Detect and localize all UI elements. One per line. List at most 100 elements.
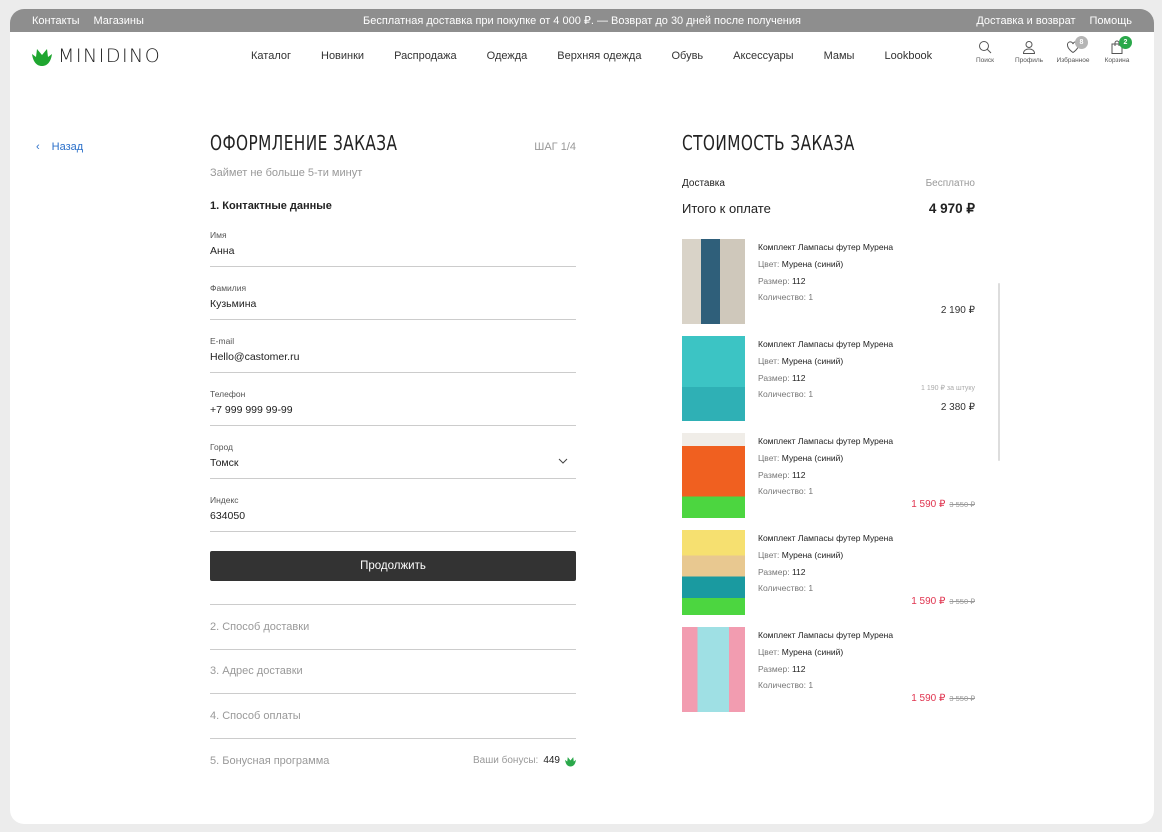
summary-title: СТОИМОСТЬ ЗАКАЗА — [682, 131, 855, 155]
section-delivery-method[interactable]: 2. Способ доставки — [210, 605, 576, 650]
size-value: 112 — [791, 469, 806, 480]
qty-value: 1 — [808, 389, 814, 400]
item-price: 1 590 ₽3 550 ₽ — [911, 693, 975, 704]
product-info: Комплект Лампасы футер Мурена Цвет: Муре… — [758, 433, 975, 500]
section-payment-method[interactable]: 4. Способ оплаты — [210, 694, 576, 739]
nav-clothes[interactable]: Одежда — [486, 50, 528, 62]
cart-label: Корзина — [1104, 57, 1130, 64]
scrollbar[interactable] — [998, 283, 1000, 461]
field-value[interactable]: 634050 — [210, 510, 246, 522]
old-price: 3 550 ₽ — [949, 500, 975, 509]
section-contact-title: 1. Контактные данные — [210, 200, 332, 212]
color-value: Мурена (синий) — [781, 549, 844, 560]
qty-label: Количество: — [758, 680, 807, 691]
city-select[interactable]: Город Томск — [210, 426, 576, 479]
product-name[interactable]: Комплект Лампасы футер Мурена — [758, 436, 894, 446]
link-help[interactable]: Помощь — [1089, 14, 1133, 27]
price-value: 1 590 ₽ — [911, 499, 946, 510]
bonus-value: 449 — [543, 755, 560, 767]
cart-item: Комплект Лампасы футер Мурена Цвет: Муре… — [682, 239, 975, 336]
field-value[interactable]: Кузьмина — [210, 298, 257, 310]
logo[interactable]: MINIDINO — [32, 45, 161, 67]
product-image[interactable] — [682, 530, 745, 615]
product-name[interactable]: Комплект Лампасы футер Мурена — [758, 242, 894, 252]
phone-field[interactable]: Телефон +7 999 999 99-99 — [210, 373, 576, 426]
cart-badge: 2 — [1119, 36, 1132, 49]
size-label: Размер: — [758, 275, 790, 286]
chevron-down-icon[interactable] — [558, 457, 568, 465]
color-label: Цвет: — [758, 355, 780, 366]
field-value[interactable]: +7 999 999 99-99 — [210, 404, 293, 416]
qty-label: Количество: — [758, 583, 807, 594]
size-label: Размер: — [758, 566, 790, 577]
product-name[interactable]: Комплект Лампасы футер Мурена — [758, 533, 894, 543]
bonus-balance: Ваши бонусы: 449 — [473, 755, 576, 767]
profile-icon — [1022, 41, 1036, 54]
product-image[interactable] — [682, 239, 745, 324]
favorites-button[interactable]: Избранное 8 — [1056, 36, 1090, 64]
nav-lookbook[interactable]: Lookbook — [884, 50, 933, 62]
color-label: Цвет: — [758, 646, 780, 657]
link-stores[interactable]: Магазины — [93, 14, 144, 27]
qty-label: Количество: — [758, 292, 807, 303]
logo-text: MINIDINO — [58, 45, 162, 67]
product-image[interactable] — [682, 336, 745, 421]
cart-item: Комплект Лампасы футер Мурена Цвет: Муре… — [682, 530, 975, 627]
link-delivery-returns[interactable]: Доставка и возврат — [976, 14, 1076, 27]
nav-sale[interactable]: Распродажа — [394, 50, 457, 62]
product-image[interactable] — [682, 433, 745, 518]
product-name[interactable]: Комплект Лампасы футер Мурена — [758, 630, 894, 640]
price-value: 2 380 ₽ — [940, 402, 975, 413]
last-name-field[interactable]: Фамилия Кузьмина — [210, 267, 576, 320]
price-value: 1 590 ₽ — [911, 693, 946, 704]
step-indicator: ШАГ 1/4 — [534, 141, 576, 153]
field-label: Фамилия — [210, 283, 247, 293]
section-bonus-program[interactable]: 5. Бонусная программа Ваши бонусы: 449 — [210, 739, 576, 784]
subtitle: Займет не больше 5-ти минут — [210, 167, 363, 179]
search-label: Поиск — [975, 57, 994, 64]
section-delivery-address[interactable]: 3. Адрес доставки — [210, 650, 576, 694]
product-image[interactable] — [682, 627, 745, 712]
product-name[interactable]: Комплект Лампасы футер Мурена — [758, 339, 894, 349]
checkout-form: ОФОРМЛЕНИЕ ЗАКАЗА ШАГ 1/4 Займет не боль… — [210, 131, 576, 783]
qty-label: Количество: — [758, 486, 807, 497]
profile-button[interactable]: Профиль — [1014, 40, 1044, 64]
postal-code-field[interactable]: Индекс 634050 — [210, 479, 576, 532]
size-value: 112 — [791, 663, 806, 674]
nav-accessories[interactable]: Аксессуары — [733, 50, 794, 62]
delivery-value: Бесплатно — [925, 178, 975, 189]
nav-catalog[interactable]: Каталог — [251, 50, 291, 62]
nav-shoes[interactable]: Обувь — [671, 50, 704, 62]
email-field[interactable]: E-mail Hello@castomer.ru — [210, 320, 576, 373]
size-value: 112 — [791, 566, 806, 577]
price-value: 2 190 ₽ — [940, 305, 975, 316]
field-value[interactable]: Анна — [210, 245, 235, 257]
price-value: 1 590 ₽ — [911, 596, 946, 607]
search-icon — [979, 41, 992, 54]
nav-outerwear[interactable]: Верхняя одежда — [557, 50, 642, 62]
total-label: Итого к оплате — [682, 201, 771, 216]
delivery-label: Доставка — [682, 178, 725, 189]
link-contacts[interactable]: Контакты — [32, 14, 80, 27]
continue-button[interactable]: Продолжить — [210, 551, 576, 581]
total-value: 4 970 ₽ — [928, 201, 975, 216]
cart-button[interactable]: Корзина 2 — [1102, 36, 1132, 64]
size-value: 112 — [791, 275, 806, 286]
chevron-left-icon: ‹ — [36, 141, 40, 153]
field-value[interactable]: Томск — [210, 457, 239, 469]
search-button[interactable]: Поиск — [970, 40, 1000, 64]
dino-leaf-icon — [32, 49, 52, 66]
nav-new[interactable]: Новинки — [321, 50, 365, 62]
field-value[interactable]: Hello@castomer.ru — [210, 351, 300, 363]
color-label: Цвет: — [758, 452, 780, 463]
first-name-field[interactable]: Имя Анна — [210, 214, 576, 267]
color-value: Мурена (синий) — [781, 646, 844, 657]
back-link[interactable]: ‹ Назад — [36, 141, 83, 153]
size-label: Размер: — [758, 372, 790, 383]
color-label: Цвет: — [758, 549, 780, 560]
nav-moms[interactable]: Мамы — [823, 50, 855, 62]
favorites-label: Избранное — [1056, 57, 1090, 64]
size-value: 112 — [791, 372, 806, 383]
item-price: 2 190 ₽ — [941, 305, 975, 316]
field-label: Город — [210, 442, 233, 452]
